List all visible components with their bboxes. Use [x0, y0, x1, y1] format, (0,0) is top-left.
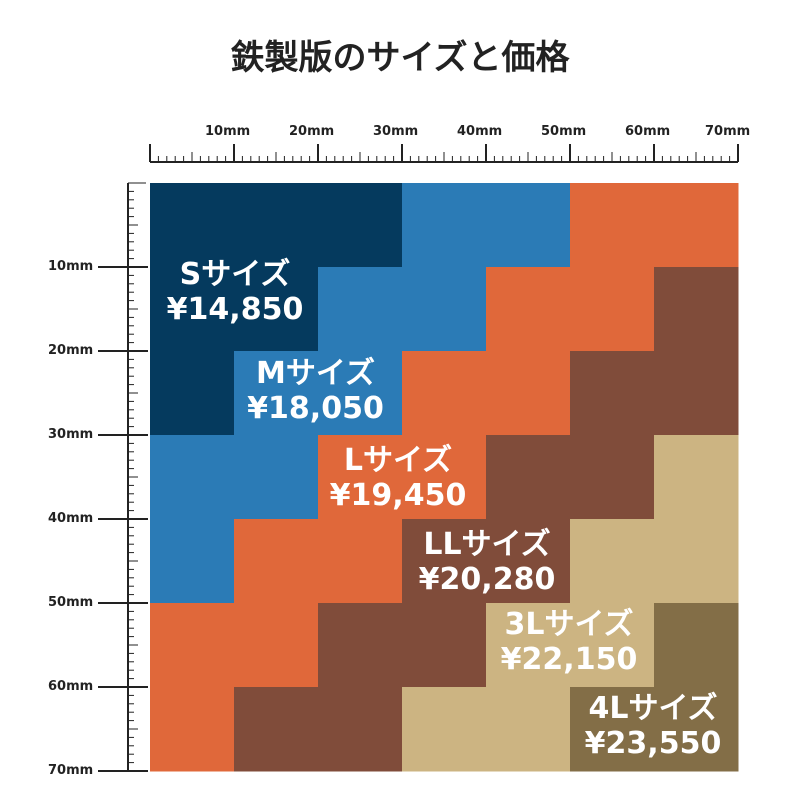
grid-cell-l: [234, 519, 319, 604]
grid-cell-l: [570, 183, 655, 268]
grid-cell-ll: [486, 519, 571, 604]
left-ruler-label: 20mm: [48, 343, 94, 358]
grid-cell-ll: [402, 603, 487, 688]
size-price: ¥19,450: [329, 477, 467, 513]
grid-cell-ll: [486, 435, 571, 520]
size-name: 3Lサイズ: [504, 607, 634, 642]
grid-cell-l: [318, 519, 403, 604]
left-ruler-label: 50mm: [48, 595, 94, 610]
grid-cell-s: [234, 183, 319, 268]
grid-cell-l: [402, 351, 487, 436]
grid-cell-m: [150, 519, 235, 604]
grid-cell-m: [486, 183, 571, 268]
grid-cell-ll: [570, 435, 655, 520]
grid-cell-s: [318, 183, 403, 268]
grid-cell-4l: [570, 687, 655, 772]
grid-cell-l: [402, 435, 487, 520]
grid-cell-3l: [654, 519, 739, 604]
grid-cell-ll: [402, 519, 487, 604]
size-label-4l: 4Lサイズ ¥23,550: [568, 691, 738, 761]
size-price: ¥18,050: [247, 390, 384, 426]
grid-cell-3l: [486, 687, 571, 772]
size-label-3l: 3Lサイズ ¥22,150: [484, 607, 654, 677]
top-ruler-label: 40mm: [457, 124, 503, 139]
grid-cell-m: [318, 267, 403, 352]
size-name: 4Lサイズ: [588, 691, 718, 726]
grid-cell-ll: [570, 351, 655, 436]
size-price: ¥23,550: [584, 725, 722, 761]
grid-cell-l: [150, 687, 235, 772]
grid-cell-4l: [654, 687, 739, 772]
grid-cell-m: [402, 183, 487, 268]
size-price: ¥20,280: [418, 561, 556, 597]
grid-cell-s: [150, 267, 235, 352]
top-ruler-label: 70mm: [705, 124, 751, 139]
grid-cell-s: [150, 183, 235, 268]
top-ruler-label: 20mm: [289, 124, 335, 139]
size-label-ll: LLサイズ ¥20,280: [402, 527, 572, 597]
grid-cell-3l: [486, 603, 571, 688]
grid-cell-l: [318, 435, 403, 520]
grid-cell-l: [486, 351, 571, 436]
grid-cell-l: [486, 267, 571, 352]
size-name: LLサイズ: [423, 527, 551, 562]
left-ruler-label: 10mm: [48, 259, 94, 274]
grid-cell-m: [150, 435, 235, 520]
left-ruler-label: 30mm: [48, 427, 94, 442]
left-ruler-label: 40mm: [48, 511, 94, 526]
size-label-l: Lサイズ ¥19,450: [318, 443, 478, 513]
grid-cell-m: [234, 351, 319, 436]
grid-cell-l: [654, 183, 739, 268]
size-label-s: Sサイズ ¥14,850: [160, 257, 310, 327]
grid-cell-4l: [654, 603, 739, 688]
grid-cell-l: [234, 603, 319, 688]
grid-cell-ll: [654, 351, 739, 436]
size-label-m: Mサイズ ¥18,050: [238, 356, 393, 426]
grid-cell-ll: [318, 603, 403, 688]
size-price: ¥22,150: [500, 641, 638, 677]
grid-cell-3l: [570, 603, 655, 688]
grid-cell-s: [150, 351, 235, 436]
grid-cell-m: [234, 435, 319, 520]
top-ruler-label: 30mm: [373, 124, 419, 139]
size-price: ¥14,850: [166, 291, 304, 327]
grid-cell-ll: [654, 267, 739, 352]
grid-cell-s: [234, 267, 319, 352]
grid-cell-l: [150, 603, 235, 688]
page-title: 鉄製版のサイズと価格: [230, 38, 570, 78]
grid-cell-3l: [402, 687, 487, 772]
top-ruler-label: 50mm: [541, 124, 587, 139]
grid-cell-3l: [654, 435, 739, 520]
size-name: Lサイズ: [343, 443, 453, 478]
grid-cell-m: [318, 351, 403, 436]
left-ruler-label: 60mm: [48, 679, 94, 694]
top-ruler-label: 60mm: [625, 124, 671, 139]
grid-cell-ll: [234, 687, 319, 772]
top-ruler-label: 10mm: [205, 124, 251, 139]
grid-cell-m: [402, 267, 487, 352]
left-ruler-label: 70mm: [48, 763, 94, 778]
grid-cell-ll: [318, 687, 403, 772]
size-name: Mサイズ: [256, 356, 375, 391]
size-name: Sサイズ: [179, 257, 291, 292]
grid-cell-l: [570, 267, 655, 352]
grid-cell-3l: [570, 519, 655, 604]
